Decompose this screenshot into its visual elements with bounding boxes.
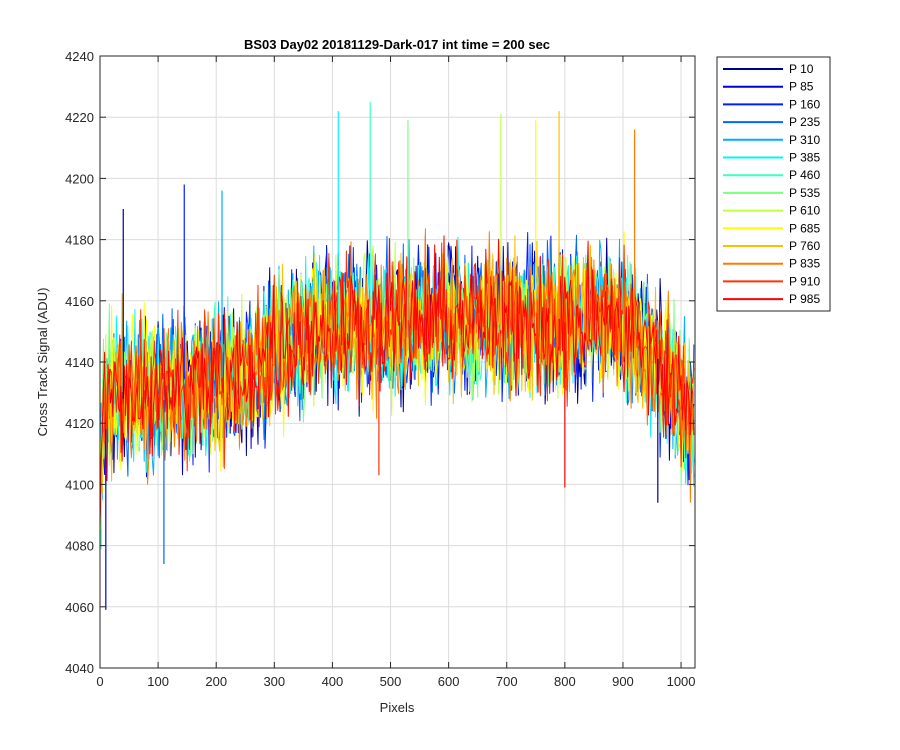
x-tick-label: 300 xyxy=(263,674,285,689)
y-tick-label: 4240 xyxy=(65,49,94,64)
legend-entry: P 460 xyxy=(789,168,820,182)
y-tick-label: 4160 xyxy=(65,294,94,309)
y-tick-label: 4100 xyxy=(65,477,94,492)
x-tick-label: 1000 xyxy=(667,674,696,689)
legend-entry: P 160 xyxy=(789,97,820,111)
chart-title: BS03 Day02 20181129-Dark-017 int time = … xyxy=(244,37,550,52)
y-tick-label: 4040 xyxy=(65,661,94,676)
x-tick-label: 600 xyxy=(438,674,460,689)
legend-entry: P 235 xyxy=(789,115,820,129)
x-tick-label: 200 xyxy=(205,674,227,689)
legend-entry: P 685 xyxy=(789,221,820,235)
plot-lines xyxy=(100,101,695,610)
y-tick-label: 4180 xyxy=(65,233,94,248)
legend-entry: P 85 xyxy=(789,80,814,94)
legend-entry: P 835 xyxy=(789,257,820,271)
legend-entry: P 10 xyxy=(789,62,814,76)
legend-box xyxy=(716,56,831,312)
series-line-p985 xyxy=(100,235,695,519)
x-tick-label: 400 xyxy=(322,674,344,689)
legend: P 10 P 85 P 160 P 235 P 310 P 385 P 460 P 535 P … xyxy=(716,56,831,312)
y-tick-label: 4080 xyxy=(65,539,94,554)
legend-entry: P 985 xyxy=(789,292,820,306)
axis-ticks: 0 100 200 300 400 500 600 700 800 900 1000 4040 4060… xyxy=(65,49,695,689)
x-tick-label: 900 xyxy=(612,674,634,689)
x-tick-label: 500 xyxy=(380,674,402,689)
legend-entry: P 610 xyxy=(789,204,820,218)
y-tick-label: 4200 xyxy=(65,171,94,186)
legend-entry: P 760 xyxy=(789,239,820,253)
x-axis-label: Pixels xyxy=(380,700,415,715)
x-tick-label: 700 xyxy=(496,674,518,689)
y-tick-label: 4060 xyxy=(65,600,94,615)
y-tick-label: 4140 xyxy=(65,355,94,370)
y-tick-label: 4220 xyxy=(65,110,94,125)
legend-entry: P 535 xyxy=(789,186,820,200)
legend-entry: P 385 xyxy=(789,151,820,165)
x-tick-label: 100 xyxy=(147,674,169,689)
y-tick-label: 4120 xyxy=(65,416,94,431)
legend-entry: P 310 xyxy=(789,133,820,147)
legend-entry: P 910 xyxy=(789,274,820,288)
x-tick-label: 800 xyxy=(554,674,576,689)
y-axis-label: Cross Track Signal (ADU) xyxy=(35,288,50,437)
x-tick-label: 0 xyxy=(96,674,103,689)
